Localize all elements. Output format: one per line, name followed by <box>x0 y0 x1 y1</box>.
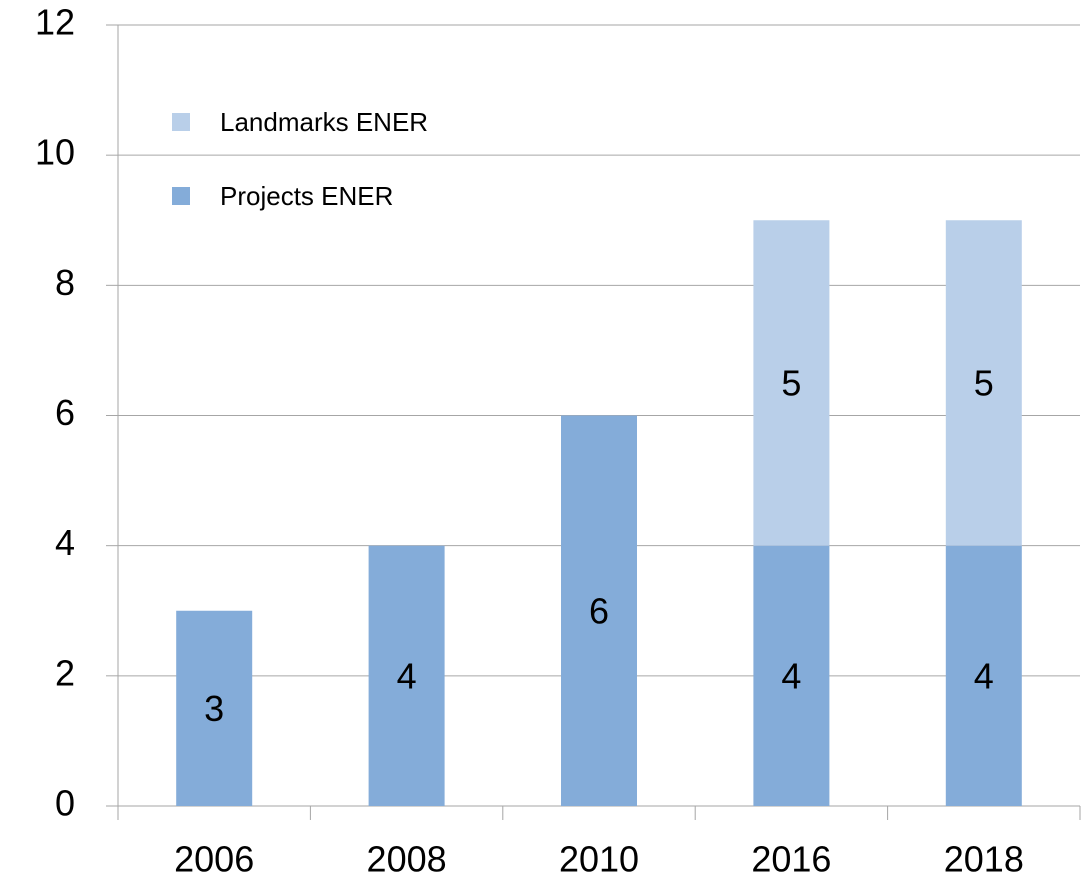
data-label: 5 <box>974 362 994 403</box>
data-label: 4 <box>397 655 417 696</box>
data-label: 5 <box>781 362 801 403</box>
y-tick-label: 6 <box>55 392 75 433</box>
y-tick-label: 4 <box>55 522 75 563</box>
bar-segment <box>945 545 1022 806</box>
x-tick-label: 2018 <box>944 839 1024 880</box>
legend-label: Projects ENER <box>220 181 393 211</box>
y-tick-label: 8 <box>55 262 75 303</box>
x-tick-label: 2008 <box>367 839 447 880</box>
bar-segment <box>753 545 830 806</box>
data-label: 4 <box>974 655 994 696</box>
legend-swatch <box>172 113 190 131</box>
bar-segment <box>753 220 830 546</box>
data-label: 3 <box>204 688 224 729</box>
bar-segment <box>176 610 253 806</box>
x-tick-label: 2006 <box>174 839 254 880</box>
y-tick-label: 12 <box>35 2 75 43</box>
x-tick-label: 2016 <box>751 839 831 880</box>
y-tick-label: 2 <box>55 652 75 693</box>
bar-segment <box>368 545 445 806</box>
data-label: 6 <box>589 590 609 631</box>
y-tick-label: 0 <box>55 783 75 824</box>
y-tick-label: 10 <box>35 132 75 173</box>
bar-segment <box>561 415 637 806</box>
x-tick-label: 2010 <box>559 839 639 880</box>
legend-label: Landmarks ENER <box>220 107 428 137</box>
data-label: 4 <box>781 655 801 696</box>
bar-segment <box>945 220 1022 546</box>
legend-swatch <box>172 187 190 205</box>
